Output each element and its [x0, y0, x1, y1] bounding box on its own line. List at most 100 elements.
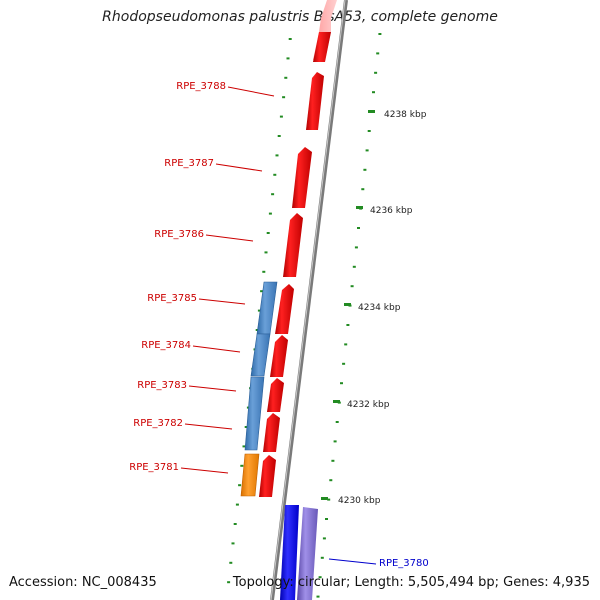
right-tick-24 [327, 498, 331, 501]
cds-arrow-rpe-3787 [292, 147, 312, 208]
right-tick-21 [333, 440, 337, 443]
left-tick-21 [242, 445, 246, 448]
right-tick-0 [378, 33, 382, 35]
leader-rpe-3782 [184, 423, 233, 430]
gene-label-rpe-3783: RPE_3783 [137, 380, 187, 391]
scale-label-4236: 4236 kbp [370, 206, 413, 216]
left-tick-9 [268, 212, 272, 215]
map-title: Rhodopseudomonas palustris BisA53, compl… [102, 9, 498, 25]
right-tick-27 [320, 556, 324, 559]
leader-rpe-3787 [215, 163, 263, 172]
left-tick-3 [282, 96, 286, 99]
left-tick-27 [229, 561, 233, 564]
left-tick-13 [260, 290, 264, 293]
gene-label-rpe-3786: RPE_3786 [154, 229, 204, 240]
right-tick-20 [335, 421, 339, 423]
right-tick-17 [342, 362, 346, 365]
left-tick-0 [288, 38, 292, 40]
right-tick-3 [372, 91, 375, 94]
cds-arrow-rpe-3783 [267, 378, 284, 412]
leader-rpe-3786 [205, 234, 254, 242]
gene-label-rpe-3781: RPE_3781 [129, 462, 179, 473]
scale-tick-4232 [333, 400, 340, 403]
right-tick-18 [340, 382, 343, 385]
scale-tick-4238 [368, 110, 375, 113]
left-tick-5 [277, 135, 281, 137]
gene-labels: RPE_3788 RPE_3787 RPE_3786 RPE_3785 RPE_… [129, 81, 429, 569]
scale-label-4230: 4230 kbp [338, 496, 381, 506]
scale-tick-4236 [356, 206, 363, 209]
forward-cds-track [259, 0, 337, 497]
blue-feature-block-3 [244, 376, 265, 451]
cds-arrow-rpe-3781 [259, 455, 276, 497]
right-tick-7 [363, 168, 367, 171]
left-tick-25 [233, 523, 237, 525]
left-tick-22 [240, 464, 244, 467]
leader-rpe-3783 [188, 385, 237, 392]
right-tick-16 [344, 343, 348, 346]
right-tick-23 [329, 479, 333, 482]
left-tick-11 [264, 251, 268, 254]
left-tick-14 [257, 309, 261, 312]
gene-label-rpe-3780: RPE_3780 [379, 558, 429, 569]
scale-labels: 4238 kbp 4236 kbp 4234 kbp 4232 kbp 4230… [321, 110, 427, 506]
right-tick-11 [354, 246, 358, 249]
right-tick-28 [318, 576, 322, 579]
right-tick-6 [365, 149, 369, 152]
leader-rpe-3785 [198, 298, 246, 305]
cds-arrow-rpe-3788 [306, 72, 324, 130]
leader-rpe-3780 [328, 558, 377, 565]
right-tick-26 [322, 537, 326, 540]
scale-tick-4230 [321, 497, 328, 500]
genome-backbone [270, 0, 348, 600]
right-tick-5 [367, 130, 371, 132]
right-tick-10 [357, 227, 360, 229]
left-tick-12 [262, 270, 266, 273]
right-tick-22 [331, 459, 335, 462]
right-tick-25 [325, 518, 328, 520]
blue-feature-block-1 [256, 281, 278, 335]
leader-rpe-3784 [192, 345, 241, 353]
left-tick-8 [271, 193, 275, 196]
right-tick-29 [316, 595, 320, 598]
left-tick-7 [273, 173, 277, 176]
gene-label-rpe-3785: RPE_3785 [147, 293, 197, 304]
cds-arrow-rpe-3780 [280, 505, 299, 600]
left-tick-23 [238, 484, 242, 487]
leader-rpe-3788 [227, 86, 275, 97]
left-tick-28 [227, 581, 231, 584]
orange-feature-block [240, 453, 260, 497]
gene-label-rpe-3788: RPE_3788 [176, 81, 226, 92]
scale-tick-4234 [344, 303, 351, 306]
left-tick-1 [286, 57, 290, 60]
blue-feature-block-2 [250, 333, 271, 377]
right-tick-13 [350, 285, 354, 288]
right-tick-8 [361, 188, 365, 191]
scale-label-4232: 4232 kbp [347, 400, 390, 410]
left-tick-6 [275, 154, 279, 157]
right-tick-2 [374, 71, 378, 74]
blue-feature-track [240, 281, 278, 497]
scale-label-4234: 4234 kbp [358, 303, 401, 313]
cds-arrow-top-red [313, 32, 331, 62]
cds-arrow-rpe-3786 [283, 213, 303, 277]
leader-rpe-3781 [180, 467, 229, 474]
left-tick-20 [244, 426, 248, 428]
reverse-cds-track [280, 505, 318, 600]
right-tick-15 [346, 324, 350, 326]
right-tick-1 [376, 52, 380, 55]
accession-text: Accession: NC_008435 [9, 575, 157, 590]
left-tick-24 [235, 503, 239, 506]
gene-label-rpe-3784: RPE_3784 [141, 340, 191, 351]
left-tick-2 [284, 76, 288, 79]
cds-arrow-rpe-3782 [263, 413, 280, 452]
scale-label-4238: 4238 kbp [384, 110, 427, 120]
gene-label-rpe-3787: RPE_3787 [164, 158, 214, 169]
cds-arrow-rpe-3784 [270, 335, 288, 377]
right-tick-12 [352, 265, 356, 268]
genome-backbone-highlight [270, 0, 346, 600]
left-tick-26 [231, 542, 235, 545]
purple-feature-block [297, 507, 318, 600]
left-tick-4 [279, 115, 283, 118]
